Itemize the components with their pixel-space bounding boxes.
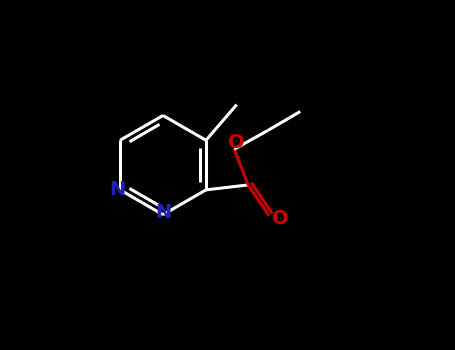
Text: O: O bbox=[272, 209, 288, 228]
Text: N: N bbox=[155, 203, 171, 222]
Text: O: O bbox=[228, 133, 245, 152]
Text: N: N bbox=[110, 180, 126, 199]
